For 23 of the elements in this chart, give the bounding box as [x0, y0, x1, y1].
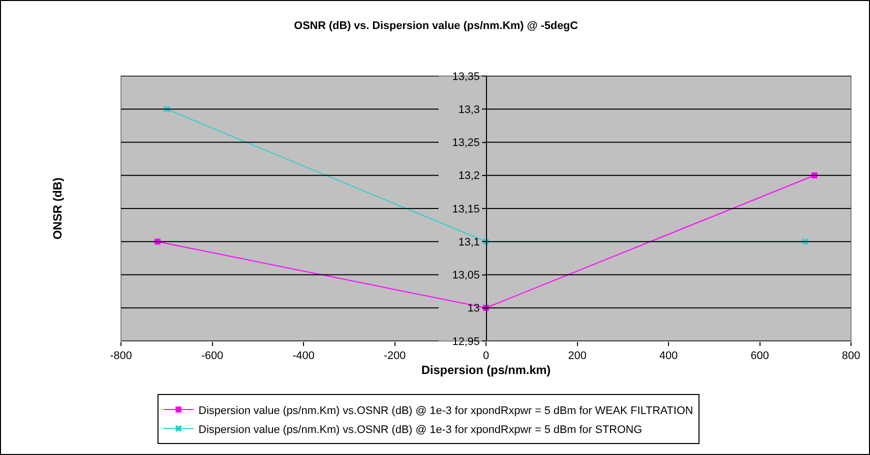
legend-label: Dispersion value (ps/nm.Km) vs.OSNR (dB) @ 1e-3 for xpondRxpwr = 5 dBm for STRONG: [198, 424, 642, 436]
x-tick-label: -200: [384, 350, 406, 362]
y-tick-label: 13,3: [458, 104, 480, 116]
y-tick-label: 13,35: [452, 70, 480, 83]
y-tick-label: 13,1: [458, 236, 480, 248]
x-tick-label: 200: [568, 350, 586, 362]
y-tick-label: 12,95: [452, 336, 480, 348]
y-tick-label: 13: [468, 302, 480, 315]
y-tick-label: 13,05: [452, 270, 480, 282]
x-axis-title: Dispersion (ps/nm.km): [421, 363, 551, 378]
x-tick-label: 600: [750, 350, 769, 362]
x-tick-label: 800: [842, 350, 860, 362]
x-tick-label: 0: [482, 350, 490, 362]
chart-title: OSNR (dB) vs. Dispersion value (ps/nm.Km) @ -5degC: [294, 20, 578, 32]
x-tick-label: -800: [110, 350, 132, 362]
y-tick-label: 13,15: [452, 203, 480, 216]
y-tick-label: 13,25: [452, 137, 480, 150]
x-tick-label: -400: [292, 350, 315, 362]
y-axis-title: ONSR (dB): [50, 178, 64, 240]
y-tick-label: 13,2: [458, 170, 480, 182]
x-tick-label: 400: [659, 350, 678, 362]
legend-label: Dispersion value (ps/nm.Km) vs.OSNR (dB) @ 1e-3 for xpondRxpwr = 5 dBm for WEAK FILTRATION: [198, 404, 694, 417]
x-tick-label: -600: [201, 350, 224, 362]
